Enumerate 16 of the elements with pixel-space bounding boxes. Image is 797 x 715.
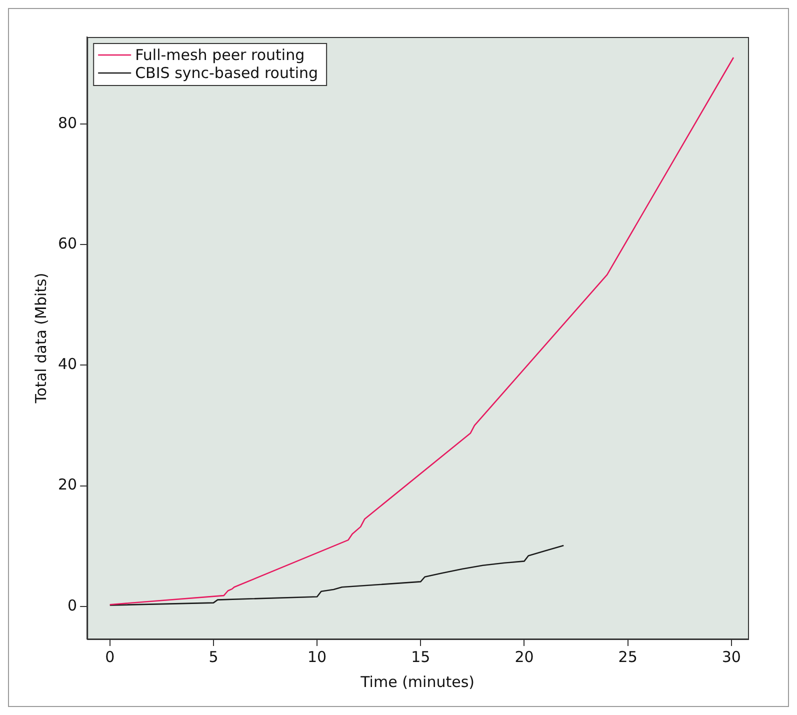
x-tick-label: 0 xyxy=(105,648,115,666)
y-tick-label: 80 xyxy=(58,114,78,132)
x-tick-label: 10 xyxy=(308,648,327,666)
legend-label: Full-mesh peer routing xyxy=(135,46,305,64)
x-tick-label: 25 xyxy=(618,648,638,666)
x-tick-label: 5 xyxy=(208,648,218,666)
y-axis-title: Total data (Mbits) xyxy=(32,272,50,404)
legend-label: CBIS sync-based routing xyxy=(135,64,318,82)
y-tick-label: 40 xyxy=(58,355,78,374)
y-tick-label: 60 xyxy=(58,234,78,252)
y-tick-label: 20 xyxy=(58,476,78,494)
x-tick-label: 20 xyxy=(514,648,534,666)
x-tick-label: 30 xyxy=(722,648,741,666)
x-tick-label: 15 xyxy=(411,648,430,666)
x-axis-title: Time (minutes) xyxy=(360,672,474,691)
y-tick-label: 0 xyxy=(68,596,78,614)
